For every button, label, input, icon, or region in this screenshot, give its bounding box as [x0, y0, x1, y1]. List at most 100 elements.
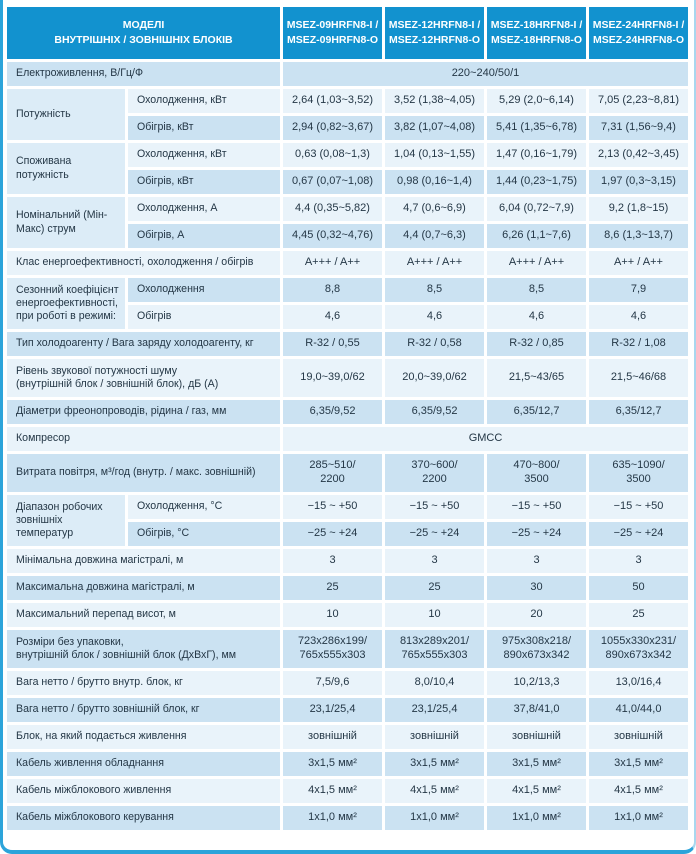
row-label: Електроживлення, В/Гц/Ф	[7, 62, 280, 86]
row-label: Рівень звукової потужності шуму (внутріш…	[7, 359, 280, 397]
spec-value: 25	[385, 576, 484, 600]
sub-label: Обігрів	[128, 305, 280, 329]
spec-value: 7,5/9,6	[283, 671, 382, 695]
spec-value: 285~510/ 2200	[283, 454, 382, 492]
sub-label: Обігрів, А	[128, 224, 280, 248]
spec-value: 4,7 (0,6~6,9)	[385, 197, 484, 221]
spec-value: 7,05 (2,23~8,81)	[589, 89, 688, 113]
spec-value: 4,4 (0,35~5,82)	[283, 197, 382, 221]
row-label: Витрата повітря, м³/год (внутр. / макс. …	[7, 454, 280, 492]
spec-value: −25 ~ +24	[589, 522, 688, 546]
column-header-model-24: MSEZ-24HRFN8-I / MSEZ-24HRFN8-O	[589, 7, 688, 59]
column-header-model-12: MSEZ-12HRFN8-I / MSEZ-12HRFN8-O	[385, 7, 484, 59]
spec-value: 23,1/25,4	[283, 698, 382, 722]
spec-value: 3	[283, 549, 382, 573]
spec-value: R-32 / 0,85	[487, 332, 586, 356]
spec-value: 4,4 (0,7~6,3)	[385, 224, 484, 248]
spec-value: 10,2/13,3	[487, 671, 586, 695]
spec-value: 10	[385, 603, 484, 627]
spec-value: 21,5~43/65	[487, 359, 586, 397]
spec-value-all-models: 220~240/50/1	[283, 62, 688, 86]
spec-value: 6,26 (1,1~7,6)	[487, 224, 586, 248]
spec-value: A+++ / A++	[385, 251, 484, 275]
column-header-model-09: MSEZ-09HRFN8-I / MSEZ-09HRFN8-O	[283, 7, 382, 59]
spec-value: 25	[589, 603, 688, 627]
spec-value: 3	[487, 549, 586, 573]
spec-value: 8,8	[283, 278, 382, 302]
group-label: Потужність	[7, 89, 125, 140]
sub-label: Обігрів, °С	[128, 522, 280, 546]
spec-value: 2,13 (0,42~3,45)	[589, 143, 688, 167]
spec-value: 4,45 (0,32~4,76)	[283, 224, 382, 248]
row-label: Компресор	[7, 427, 280, 451]
row-label: Кабель міжблокового керування	[7, 806, 280, 830]
spec-value: 1,04 (0,13~1,55)	[385, 143, 484, 167]
spec-value: 30	[487, 576, 586, 600]
spec-value: 975x308x218/ 890x673x342	[487, 630, 586, 668]
group-label: Сезонний коефіцієнт енергоефективності, …	[7, 278, 125, 329]
sub-label: Охолодження, кВт	[128, 89, 280, 113]
spec-value: 41,0/44,0	[589, 698, 688, 722]
spec-value: 3,82 (1,07~4,08)	[385, 116, 484, 140]
spec-value: 4x1,5 мм²	[589, 779, 688, 803]
row-label: Вага нетто / брутто зовнішній блок, кг	[7, 698, 280, 722]
spec-value: 2,64 (1,03~3,52)	[283, 89, 382, 113]
spec-value: 8,5	[385, 278, 484, 302]
spec-value: 9,2 (1,8~15)	[589, 197, 688, 221]
spec-value: 1x1,0 мм²	[283, 806, 382, 830]
spec-value: 0,67 (0,07~1,08)	[283, 170, 382, 194]
spec-value: 6,35/9,52	[283, 400, 382, 424]
spec-value: 1,47 (0,16~1,79)	[487, 143, 586, 167]
row-label: Максимальний перепад висот, м	[7, 603, 280, 627]
spec-value: 8,6 (1,3~13,7)	[589, 224, 688, 248]
spec-value: 0,98 (0,16~1,4)	[385, 170, 484, 194]
spec-value: зовнішній	[589, 725, 688, 749]
row-label: Максимальна довжина магістралі, м	[7, 576, 280, 600]
row-label: Мінімальна довжина магістралі, м	[7, 549, 280, 573]
spec-value: 3	[589, 549, 688, 573]
spec-value: 3x1,5 мм²	[283, 752, 382, 776]
row-label: Кабель міжблокового живлення	[7, 779, 280, 803]
spec-value: −15 ~ +50	[283, 495, 382, 519]
spec-value: 1,44 (0,23~1,75)	[487, 170, 586, 194]
spec-value: −25 ~ +24	[385, 522, 484, 546]
spec-value: 470~800/ 3500	[487, 454, 586, 492]
spec-value: R-32 / 0,58	[385, 332, 484, 356]
spec-value: зовнішній	[283, 725, 382, 749]
sub-label: Обігрів, кВт	[128, 170, 280, 194]
spec-value: 10	[283, 603, 382, 627]
group-label: Номінальний (Мін-Макс) струм	[7, 197, 125, 248]
spec-value: 813x289x201/ 765x555x303	[385, 630, 484, 668]
spec-table: МОДЕЛІ ВНУТРІШНІХ / ЗОВНІШНІХ БЛОКІВ MSE…	[7, 7, 691, 830]
spec-value: 4x1,5 мм²	[283, 779, 382, 803]
spec-value: 8,0/10,4	[385, 671, 484, 695]
column-header-model-18: MSEZ-18HRFN8-I / MSEZ-18HRFN8-O	[487, 7, 586, 59]
spec-value: 50	[589, 576, 688, 600]
row-label: Блок, на який подається живлення	[7, 725, 280, 749]
sub-label: Обігрів, кВт	[128, 116, 280, 140]
spec-value: A+++ / A++	[487, 251, 586, 275]
spec-value: 6,35/9,52	[385, 400, 484, 424]
spec-value: зовнішній	[487, 725, 586, 749]
spec-value: 7,9	[589, 278, 688, 302]
spec-value: 3,52 (1,38~4,05)	[385, 89, 484, 113]
spec-value: 20,0~39,0/62	[385, 359, 484, 397]
spec-value: 5,41 (1,35~6,78)	[487, 116, 586, 140]
spec-value: 4,6	[487, 305, 586, 329]
spec-value: 3	[385, 549, 484, 573]
spec-value: R-32 / 1,08	[589, 332, 688, 356]
spec-value: −25 ~ +24	[487, 522, 586, 546]
spec-value: A+++ / A++	[283, 251, 382, 275]
spec-value: 5,29 (2,0~6,14)	[487, 89, 586, 113]
spec-value: 1x1,0 мм²	[589, 806, 688, 830]
spec-value: 1055x330x231/ 890x673x342	[589, 630, 688, 668]
spec-value: R-32 / 0,55	[283, 332, 382, 356]
sub-label: Охолодження	[128, 278, 280, 302]
spec-value: 1x1,0 мм²	[385, 806, 484, 830]
spec-value: 21,5~46/68	[589, 359, 688, 397]
spec-value: 23,1/25,4	[385, 698, 484, 722]
spec-value: 723x286x199/ 765x555x303	[283, 630, 382, 668]
spec-value: 4x1,5 мм²	[385, 779, 484, 803]
spec-value: 635~1090/ 3500	[589, 454, 688, 492]
